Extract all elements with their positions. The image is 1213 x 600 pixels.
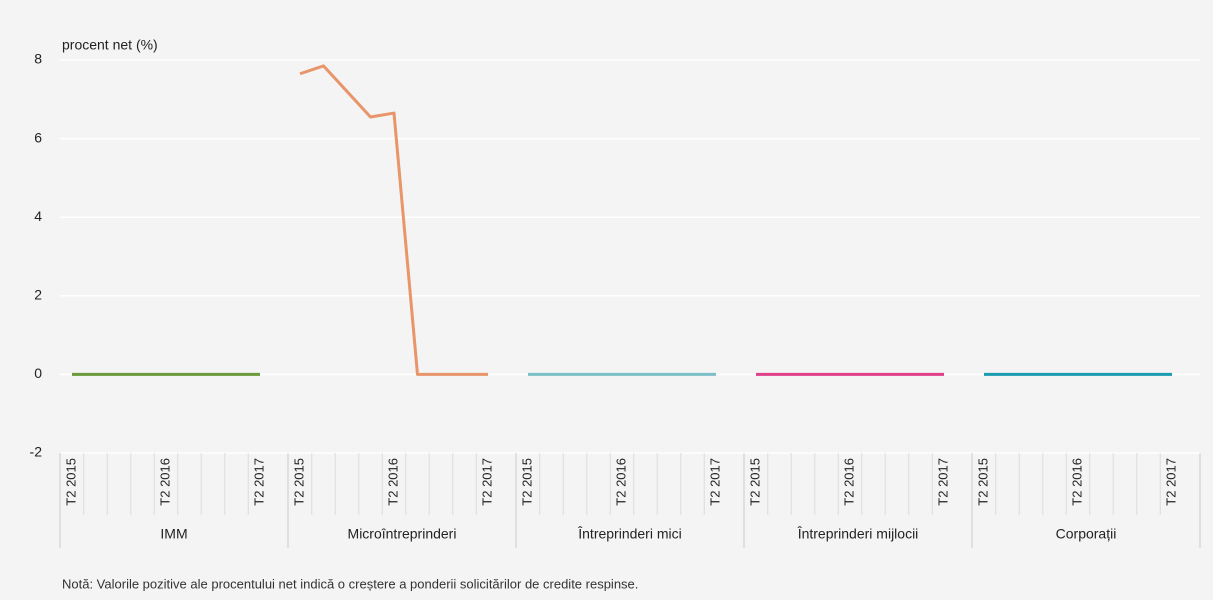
series-line [299,64,488,376]
x-tick-label: T2 2017 [251,458,266,506]
x-tick-label: T2 2017 [707,458,722,506]
y-tick-label: -2 [30,444,43,460]
x-tick-label: T2 2015 [63,458,78,506]
x-tick-label: T2 2016 [841,458,856,506]
x-tick-label: T2 2016 [613,458,628,506]
x-tick-label: T2 2016 [385,458,400,506]
group-label: Microîntreprinderi [348,526,457,542]
x-tick-label: T2 2017 [1163,458,1178,506]
group-label: IMM [160,526,187,542]
note: Notă: Valorile pozitive ale procentului … [62,576,638,591]
y-tick-label: 4 [34,208,42,224]
x-tick-label: T2 2015 [975,458,990,506]
group-label: Întreprinderi mici [577,526,681,542]
group-label: Întreprinderi mijlocii [797,526,919,542]
x-tick-label: T2 2016 [1069,458,1084,506]
y-tick-label: 6 [34,129,42,145]
x-tick-label: T2 2015 [747,458,762,506]
x-tick-label: T2 2017 [935,458,950,506]
x-tick-label: T2 2017 [479,458,494,506]
x-tick-label: T2 2015 [291,458,306,506]
y-tick-label: 2 [34,287,42,303]
group-label: Corporații [1056,526,1117,542]
y-axis-label: procent net (%) [62,37,158,53]
x-tick-label: T2 2015 [519,458,534,506]
y-tick-label: 8 [34,51,42,67]
x-tick-label: T2 2016 [157,458,172,506]
y-tick-label: 0 [34,365,42,381]
